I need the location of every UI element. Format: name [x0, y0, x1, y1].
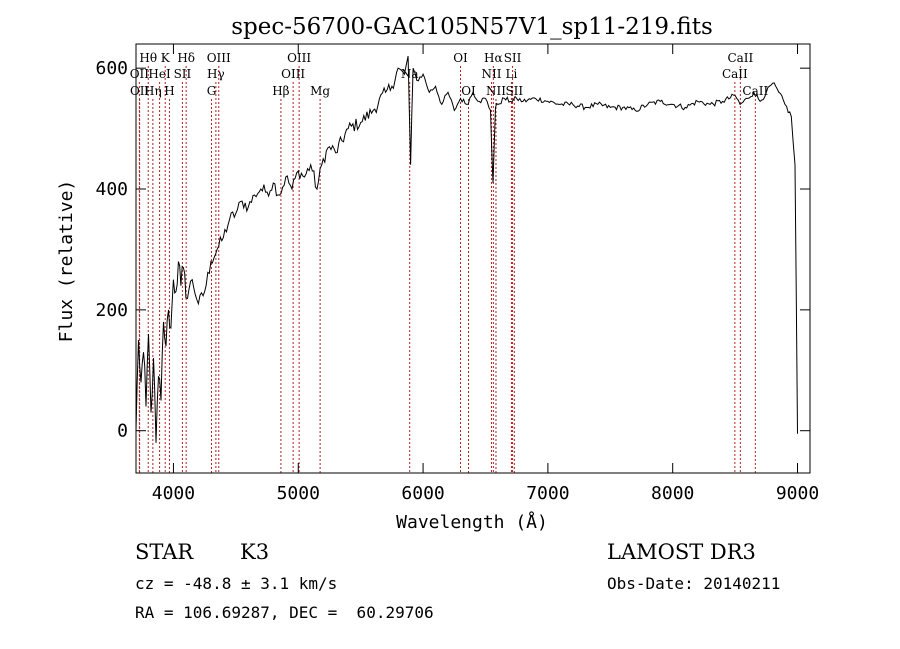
line-marker-label: Hδ: [177, 51, 195, 65]
line-marker-label: SII: [504, 51, 522, 65]
line-marker-label: NII: [486, 84, 506, 98]
line-marker-label: OI: [453, 51, 468, 65]
line-marker-label: H: [164, 84, 174, 98]
line-marker-label: G: [207, 84, 217, 98]
line-marker-label: Mg: [310, 84, 330, 98]
observation-date: Obs-Date: 20140211: [607, 574, 781, 593]
y-axis: 0 200 400 600: [95, 58, 810, 442]
x-tick-label: 5000: [277, 483, 320, 504]
y-tick-label: 400: [95, 179, 128, 200]
survey-name: LAMOST DR3: [607, 540, 756, 564]
line-marker-label: OII: [130, 84, 150, 98]
line-marker-label: K: [161, 51, 171, 65]
plot-frame: [135, 43, 811, 474]
object-class: STAR: [135, 540, 194, 564]
object-subclass: K3: [240, 540, 270, 564]
line-marker-label: Hβ: [272, 84, 289, 98]
line-marker-label: OIII: [281, 67, 305, 81]
line-marker-label: OIII: [207, 51, 231, 65]
x-tick-label: 6000: [401, 483, 444, 504]
series-layer: [135, 55, 798, 443]
y-axis-label: Flux (relative): [56, 180, 77, 343]
line-marker-label: Hγ: [207, 67, 225, 81]
line-marker-label: CaII: [727, 51, 753, 65]
line-marker-label: OII: [130, 67, 150, 81]
line-marker-label: Na: [401, 67, 419, 81]
line-marker-label: HeI: [148, 67, 171, 81]
line-marker-label: NII: [481, 67, 501, 81]
chart-title: spec-56700-GAC105N57V1_sp11-219.fits: [231, 14, 713, 40]
x-axis-label: Wavelength (Å): [396, 511, 548, 533]
flux-line: [135, 55, 798, 443]
x-tick-label: 9000: [776, 483, 819, 504]
line-marker-label: SII: [505, 84, 523, 98]
x-tick-label: 4000: [152, 483, 195, 504]
y-tick-label: 0: [117, 421, 128, 442]
x-tick-label: 7000: [526, 483, 569, 504]
line-marker-label: SII: [174, 67, 192, 81]
line-marker-label: CaII: [722, 67, 748, 81]
redshift-velocity: cz = -48.8 ± 3.1 km/s: [135, 574, 338, 593]
line-marker-label: CaII: [742, 84, 768, 98]
line-marker-label: Hθ: [139, 51, 157, 65]
line-marker-label: Li: [506, 67, 518, 81]
y-tick-label: 600: [95, 58, 128, 79]
line-marker-label: OIII: [287, 51, 311, 65]
line-marker-label: Hη: [144, 84, 162, 98]
y-tick-label: 200: [95, 300, 128, 321]
x-axis: 4000 5000 6000 7000 8000 9000: [152, 44, 819, 504]
line-marker-label: Hα: [484, 51, 503, 65]
coordinates: RA = 106.69287, DEC = 60.29706: [135, 603, 434, 622]
x-tick-label: 8000: [651, 483, 694, 504]
